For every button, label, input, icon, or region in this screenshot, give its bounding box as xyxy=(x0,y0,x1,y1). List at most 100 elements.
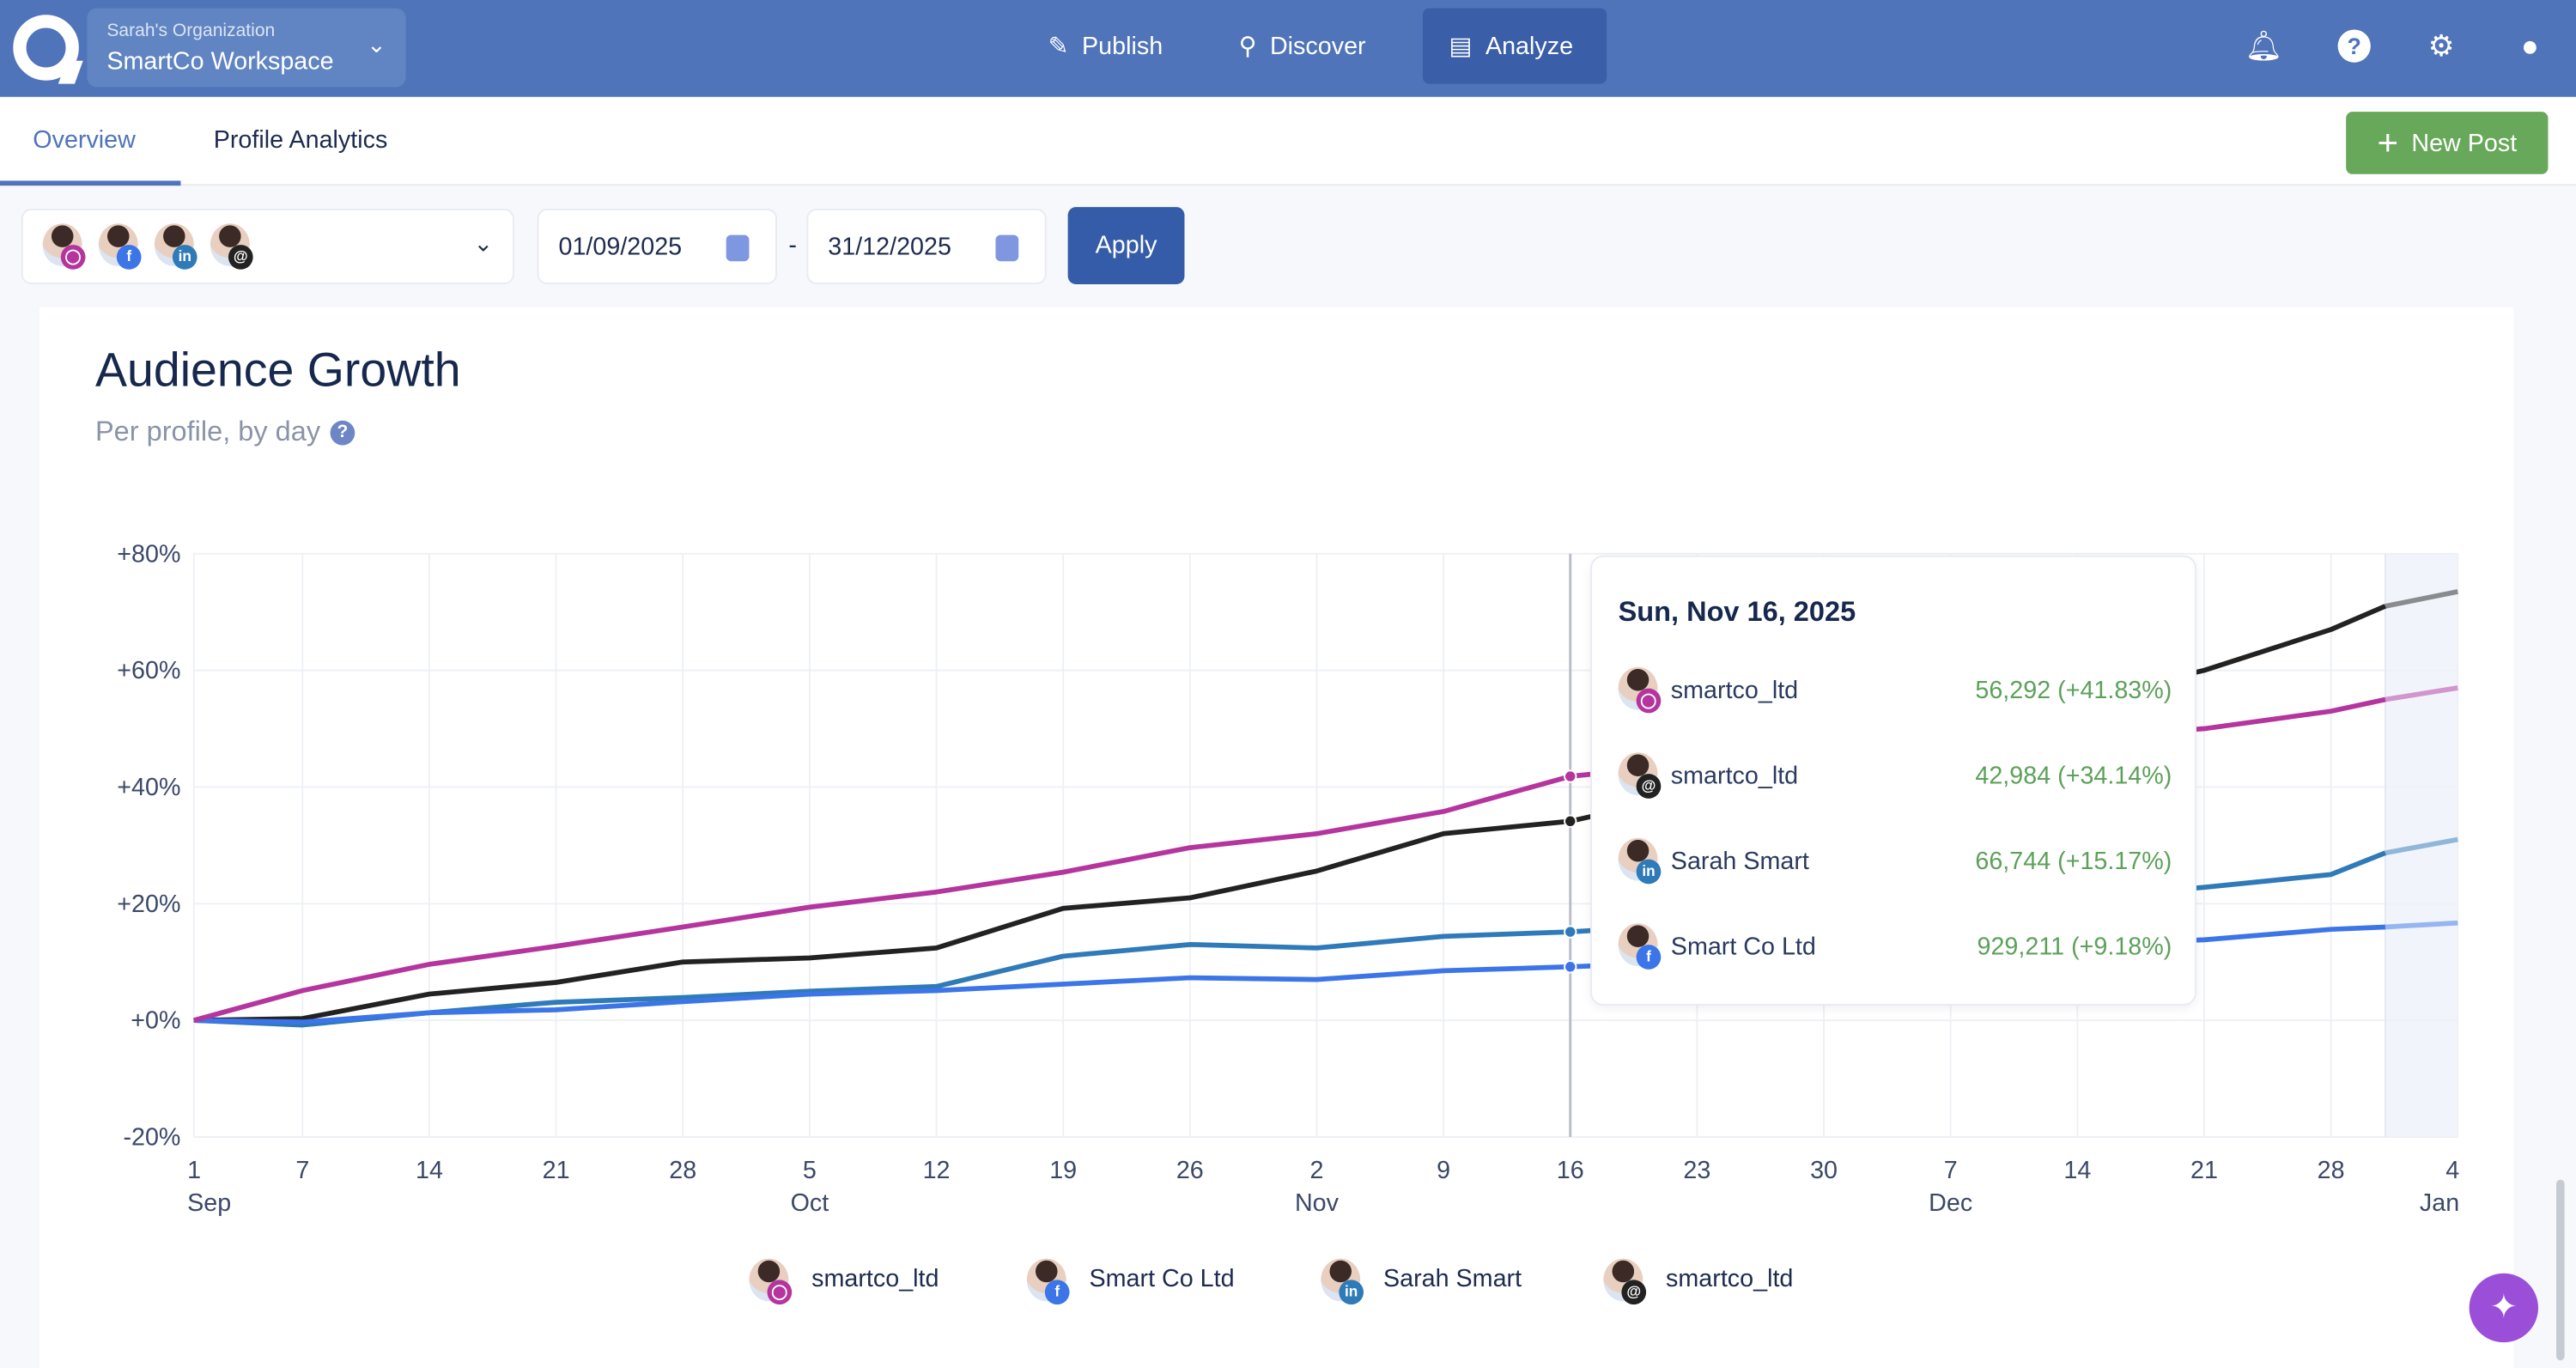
search-icon: ⚲ xyxy=(1238,33,1257,61)
chart-tooltip: Sun, Nov 16, 2025 ◯ smartco_ltd 56,292 (+4… xyxy=(1590,555,2197,1006)
x-tick-label: 28 xyxy=(669,1157,696,1184)
help-icon[interactable]: ? xyxy=(2335,27,2374,66)
instagram-icon: ◯ xyxy=(767,1280,793,1305)
x-tick-label: 30 xyxy=(1810,1157,1838,1184)
facebook-icon: f xyxy=(116,245,142,270)
linkedin-icon: in xyxy=(172,245,197,270)
legend-label: smartco_ltd xyxy=(1666,1265,1794,1293)
series-partial-line-facebook xyxy=(2385,920,2458,930)
profile-value: 929,211 (+9.18%) xyxy=(1977,933,2172,962)
x-tick-label: 4 xyxy=(2445,1157,2459,1184)
chevron-down-icon: ⌄ xyxy=(367,31,386,58)
card-title: Audience Growth xyxy=(94,344,461,398)
legend-label: Sarah Smart xyxy=(1382,1265,1522,1293)
nav-analyze[interactable]: ▤ Analyze xyxy=(1422,8,1607,84)
threads-icon: @ xyxy=(228,245,253,270)
legend-label: smartco_ltd xyxy=(811,1265,939,1293)
y-tick-label: +20% xyxy=(117,891,180,918)
pen-icon: ✎ xyxy=(1048,33,1069,61)
tooltip-row: in Sarah Smart 66,744 (+15.17%) xyxy=(1618,837,2172,887)
series-partial-line-threads xyxy=(2385,589,2458,609)
y-tick-label: -20% xyxy=(123,1124,180,1152)
help-icon[interactable]: ? xyxy=(330,419,355,445)
calendar-icon[interactable] xyxy=(726,234,750,262)
chart-icon: ▤ xyxy=(1449,33,1473,61)
user-icon[interactable]: ● xyxy=(2521,29,2539,63)
threads-icon: @ xyxy=(1621,1280,1647,1305)
nav-discover[interactable]: ⚲ Discover xyxy=(1212,9,1392,84)
x-tick-label: 12 xyxy=(923,1157,951,1184)
workspace-name: SmartCo Workspace xyxy=(106,47,334,76)
end-date-input[interactable]: 31/12/2025 xyxy=(806,208,1047,284)
nav-label: Analyze xyxy=(1485,32,1574,60)
profile-value: 56,292 (+41.83%) xyxy=(1975,677,2172,705)
profile-name: smartco_ltd xyxy=(1670,762,1799,791)
nav-publish[interactable]: ✎ Publish xyxy=(1022,9,1189,84)
x-tick-label: 23 xyxy=(1683,1157,1710,1184)
chevron-down-icon: ⌄ xyxy=(473,229,493,257)
bell-icon[interactable]: 🔔︎ xyxy=(2245,29,2283,63)
tooltip-row: ◯ smartco_ltd 56,292 (+41.83%) xyxy=(1618,666,2172,716)
facebook-icon: f xyxy=(1636,945,1662,970)
profile-name: Sarah Smart xyxy=(1670,848,1809,876)
plus-icon: + xyxy=(2377,121,2399,163)
x-month-label: Jan xyxy=(2420,1189,2459,1217)
org-label: Sarah's Organization xyxy=(106,21,276,41)
new-post-button[interactable]: + New Post xyxy=(2346,112,2549,174)
x-tick-label: 5 xyxy=(803,1157,817,1184)
instagram-icon: ◯ xyxy=(60,245,86,270)
x-tick-label: 26 xyxy=(1176,1157,1204,1184)
tab-profile-analytics[interactable]: Profile Analytics xyxy=(213,126,388,155)
nav-label: Discover xyxy=(1269,32,1366,60)
tooltip-date: Sun, Nov 16, 2025 xyxy=(1618,596,1856,628)
y-tick-label: +0% xyxy=(131,1007,180,1035)
scrollbar[interactable] xyxy=(2556,1179,2565,1361)
ai-assistant-button[interactable]: ✦ xyxy=(2469,1273,2539,1343)
x-tick-label: 21 xyxy=(543,1157,570,1184)
x-tick-label: 1 xyxy=(187,1157,201,1184)
linkedin-icon: in xyxy=(1339,1280,1364,1305)
profile-name: smartco_ltd xyxy=(1670,677,1799,705)
apply-button[interactable]: Apply xyxy=(1067,207,1185,284)
facebook-icon: f xyxy=(1044,1280,1070,1305)
series-partial-line-linkedin xyxy=(2385,836,2458,856)
y-tick-label: +60% xyxy=(117,657,180,684)
y-tick-label: +80% xyxy=(117,540,180,568)
new-post-label: New Post xyxy=(2411,129,2518,157)
calendar-icon[interactable] xyxy=(995,234,1019,262)
gear-icon[interactable]: ⚙ xyxy=(2427,29,2455,63)
profile-value: 42,984 (+34.14%) xyxy=(1975,762,2172,791)
linkedin-icon: in xyxy=(1636,859,1662,885)
x-month-label: Oct xyxy=(791,1189,829,1217)
threads-icon: @ xyxy=(1636,774,1662,799)
x-tick-label: 9 xyxy=(1437,1157,1450,1184)
profile-selector[interactable]: ◯ f in @ ⌄ xyxy=(21,208,514,284)
profile-name: Smart Co Ltd xyxy=(1670,933,1816,962)
y-tick-label: +40% xyxy=(117,774,180,801)
card-subtitle: Per profile, by day xyxy=(94,416,321,447)
x-month-label: Sep xyxy=(187,1189,231,1217)
top-bar xyxy=(0,0,2576,97)
x-month-label: Dec xyxy=(1929,1189,1972,1217)
x-tick-label: 14 xyxy=(416,1157,443,1184)
active-tab-indicator xyxy=(0,180,181,186)
x-tick-label: 16 xyxy=(1557,1157,1584,1184)
tab-overview[interactable]: Overview xyxy=(33,126,136,155)
legend-label: Smart Co Ltd xyxy=(1089,1265,1235,1293)
x-tick-label: 21 xyxy=(2190,1157,2218,1184)
x-tick-label: 7 xyxy=(1944,1157,1958,1184)
start-date-value: 01/09/2025 xyxy=(558,232,683,261)
x-tick-label: 14 xyxy=(2063,1157,2091,1184)
sub-navigation xyxy=(0,96,2576,186)
x-tick-label: 2 xyxy=(1309,1157,1323,1184)
date-separator: - xyxy=(788,231,797,260)
start-date-input[interactable]: 01/09/2025 xyxy=(537,208,777,284)
tooltip-row: @ smartco_ltd 42,984 (+34.14%) xyxy=(1618,752,2172,801)
series-partial-line-instagram xyxy=(2385,685,2458,702)
x-tick-label: 19 xyxy=(1049,1157,1077,1184)
x-month-label: Nov xyxy=(1295,1189,1340,1217)
tooltip-row: f Smart Co Ltd 929,211 (+9.18%) xyxy=(1618,923,2172,972)
workspace-switcher[interactable]: Sarah's Organization SmartCo Workspace ⌄ xyxy=(87,8,406,88)
instagram-icon: ◯ xyxy=(1636,688,1662,714)
x-tick-label: 28 xyxy=(2318,1157,2345,1184)
